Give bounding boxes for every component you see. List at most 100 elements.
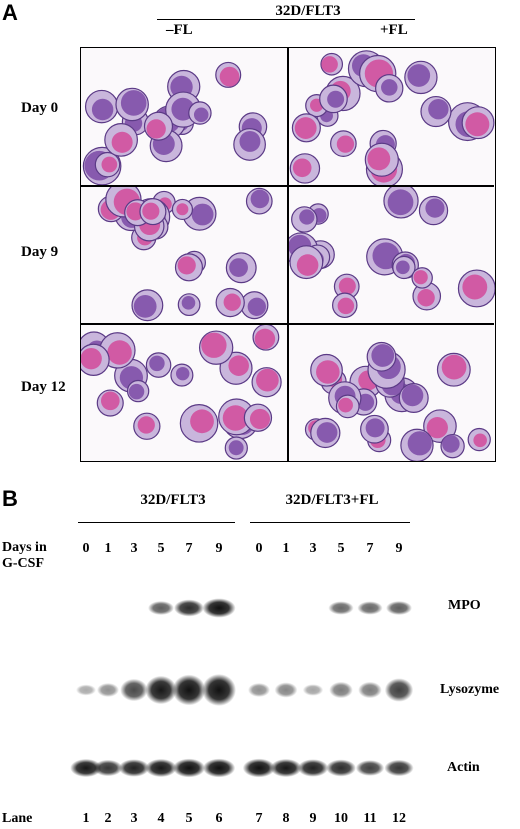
lane-number-7: 7 <box>255 811 263 826</box>
lysozyme-band-lane-5 <box>172 674 206 706</box>
stained-cell <box>251 367 282 398</box>
day-label-10: 5 <box>337 541 345 556</box>
stained-cell <box>289 153 321 184</box>
lane-number-11: 11 <box>363 811 377 826</box>
day-label-4: 5 <box>157 541 165 556</box>
stained-cell <box>360 414 389 444</box>
micrograph-day0-plus-fl <box>289 48 495 185</box>
stained-cell <box>143 111 174 141</box>
stained-cell <box>179 404 219 443</box>
lane-number-4: 4 <box>157 811 165 826</box>
actin-band-lane-6 <box>202 758 236 778</box>
stained-cell <box>224 436 248 460</box>
stained-cell <box>133 412 161 440</box>
gcsf-label: G-CSF <box>2 556 44 571</box>
stained-cell <box>335 394 360 419</box>
stained-cell <box>215 61 242 88</box>
lane-number-6: 6 <box>215 811 223 826</box>
lane-number-12: 12 <box>392 811 406 826</box>
stained-cell <box>81 343 110 376</box>
stained-cell <box>375 74 404 103</box>
lane-number-9: 9 <box>309 811 317 826</box>
stained-cell <box>319 84 348 114</box>
stained-cell <box>145 352 172 378</box>
actin-band-lane-12 <box>384 759 414 777</box>
mpo-band-lane-12 <box>386 601 412 615</box>
stained-cell <box>84 89 119 124</box>
day-label-3: 3 <box>130 541 138 556</box>
stained-cell <box>188 101 212 125</box>
actin-band-lane-10 <box>326 759 356 777</box>
stained-cell <box>366 341 397 372</box>
stained-cell <box>245 187 273 215</box>
lysozyme-band-lane-1 <box>76 684 96 696</box>
stained-cell <box>291 206 318 233</box>
mpo-band-lane-11 <box>357 601 383 615</box>
actin-band-lane-8 <box>270 758 302 778</box>
panel-a-letter: A <box>2 0 18 25</box>
group1-rule <box>78 522 235 523</box>
stained-cell <box>333 273 360 300</box>
stained-cell <box>398 382 429 413</box>
lysozyme-band-lane-12 <box>384 678 414 702</box>
micrograph-day12-plus-fl <box>289 325 495 461</box>
stained-cell <box>198 330 234 365</box>
lane-number-3: 3 <box>130 811 138 826</box>
stained-cell <box>310 417 341 449</box>
day-label-6: 9 <box>215 541 223 556</box>
stained-cell <box>332 292 358 319</box>
row-label-day9: Day 9 <box>21 244 59 260</box>
lysozyme-band-lane-6 <box>202 674 236 706</box>
lysozyme-band-lane-3 <box>120 678 148 702</box>
lane-number-1: 1 <box>82 811 90 826</box>
stained-cell <box>467 427 491 452</box>
mpo-label: MPO <box>448 598 481 613</box>
lane-number-10: 10 <box>334 811 348 826</box>
row-label-day0: Day 0 <box>21 100 59 116</box>
stained-cell <box>289 245 324 280</box>
actin-band-lane-1 <box>70 758 102 778</box>
group1-label: 32D/FLT3 <box>140 492 206 508</box>
lysozyme-band-lane-11 <box>358 681 382 699</box>
grid-divider-row2 <box>81 323 494 325</box>
stained-cell <box>177 293 201 317</box>
day-label-2: 1 <box>104 541 112 556</box>
day-label-9: 3 <box>309 541 317 556</box>
stained-cell <box>364 142 399 177</box>
micrograph-grid <box>80 47 496 462</box>
mpo-band-lane-10 <box>328 601 354 615</box>
stained-cell <box>170 363 194 387</box>
stained-cell <box>115 87 149 122</box>
lysozyme-label: Lysozyme <box>440 682 500 697</box>
grid-divider-vertical <box>287 48 289 461</box>
stained-cell <box>215 287 245 318</box>
lysozyme-band-lane-10 <box>329 681 353 699</box>
stained-cell <box>420 95 452 128</box>
stained-cell <box>412 281 442 311</box>
panel-a-header: 32D/FLT3 <box>275 3 341 19</box>
col-minus-fl-label: –FL <box>166 22 193 38</box>
group2-label: 32D/FLT3+FL <box>285 492 379 508</box>
actin-band-lane-7 <box>242 758 276 778</box>
stained-cell <box>310 353 343 387</box>
day-label-5: 7 <box>185 541 193 556</box>
stained-cell <box>436 352 471 387</box>
stained-cell <box>461 106 495 140</box>
stained-cell <box>131 289 164 322</box>
stained-cell <box>94 151 121 178</box>
lysozyme-band-lane-4 <box>145 675 177 705</box>
actin-band-lane-4 <box>145 758 177 778</box>
grid-divider-row1 <box>81 185 494 187</box>
lane-number-5: 5 <box>185 811 193 826</box>
actin-band-lane-5 <box>172 758 206 778</box>
stained-cell <box>243 403 273 432</box>
lane-number-2: 2 <box>104 811 112 826</box>
stained-cell <box>440 433 465 459</box>
stained-cell <box>96 389 124 417</box>
stained-cell <box>404 60 438 95</box>
stained-cell <box>240 291 269 320</box>
col-plus-fl-label: +FL <box>380 22 408 38</box>
stained-cell <box>126 379 150 403</box>
actin-band-lane-9 <box>297 759 329 777</box>
micrograph-day9-minus-fl <box>81 187 287 323</box>
